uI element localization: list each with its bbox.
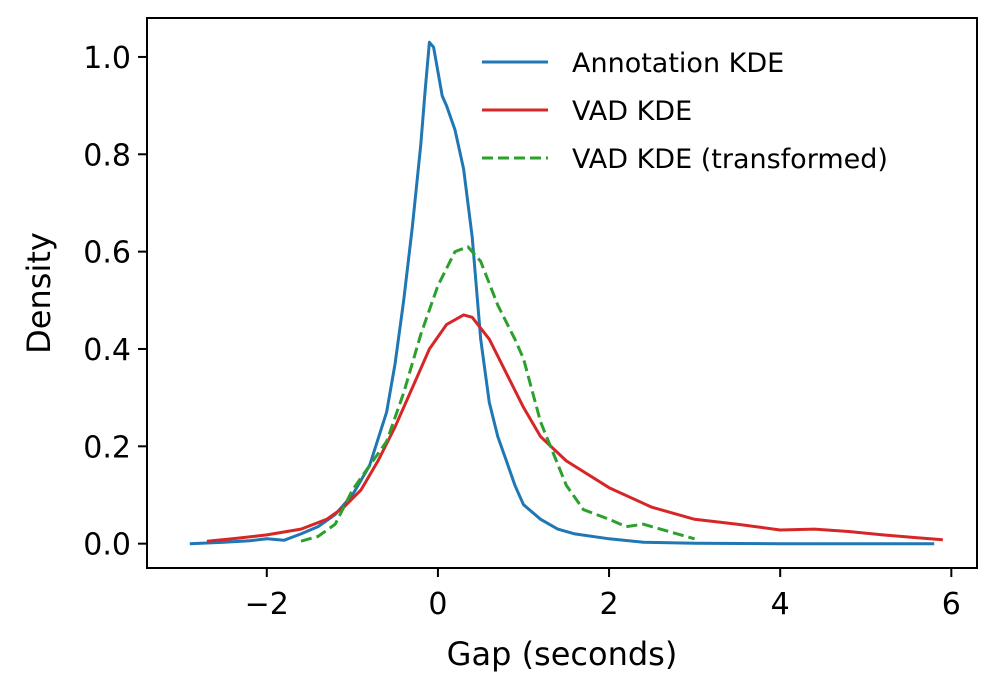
x-tick-label: 0 — [428, 587, 447, 622]
legend-label: Annotation KDE — [572, 48, 784, 79]
y-tick-label: 0.2 — [83, 430, 131, 465]
x-axis-ticks: −2 0 2 4 6 — [245, 568, 961, 622]
legend-label: VAD KDE — [572, 96, 692, 127]
x-tick-label: 6 — [942, 587, 961, 622]
legend: Annotation KDE VAD KDE VAD KDE (transforme… — [482, 48, 888, 175]
y-axis-label: Density — [20, 232, 58, 354]
series-lines — [189, 40, 943, 546]
y-axis-ticks: 0.0 0.2 0.4 0.6 0.8 1.0 — [83, 41, 147, 563]
x-axis-label: Gap (seconds) — [447, 635, 678, 673]
y-tick-label: 0.0 — [83, 528, 131, 563]
plot-frame — [146, 17, 978, 569]
x-tick-label: −2 — [245, 587, 289, 622]
series-line-2 — [206, 313, 943, 543]
y-tick-label: 0.4 — [83, 333, 131, 368]
legend-label: VAD KDE (transformed) — [572, 144, 888, 175]
series-line-1 — [189, 40, 935, 546]
x-tick-label: 2 — [600, 587, 619, 622]
x-tick-label: 4 — [771, 587, 790, 622]
y-tick-label: 0.8 — [83, 138, 131, 173]
y-tick-label: 0.6 — [83, 236, 131, 271]
series-line-3 — [300, 245, 696, 543]
y-tick-label: 1.0 — [83, 41, 131, 76]
